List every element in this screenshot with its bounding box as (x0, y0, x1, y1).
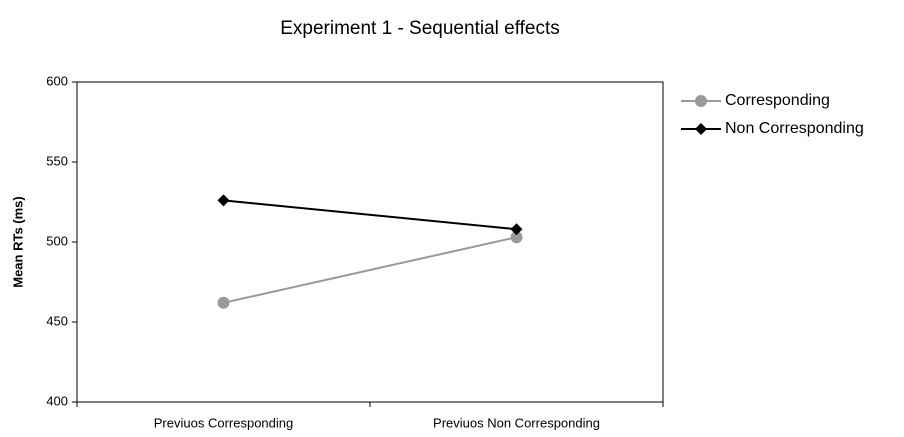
legend-marker (695, 123, 707, 135)
legend-marker (695, 95, 707, 107)
y-tick-label: 500 (46, 233, 68, 248)
data-point (217, 296, 230, 309)
series-line (223, 199, 517, 231)
plot-frame (76, 81, 664, 403)
series-line (223, 236, 517, 304)
y-tick-label: 600 (46, 73, 68, 88)
y-tick-label: 550 (46, 153, 68, 168)
legend-label: Corresponding (725, 92, 830, 109)
legend-label: Non Corresponding (725, 120, 864, 137)
y-axis-label: Mean RTs (ms) (10, 196, 25, 288)
data-point (510, 223, 523, 236)
data-point (217, 194, 230, 207)
x-tick-label: Previuos Non Corresponding (433, 415, 600, 430)
y-tick-label: 400 (46, 393, 68, 408)
x-tick-label: Previuos Corresponding (154, 415, 293, 430)
data-point (510, 231, 523, 244)
y-tick-label: 450 (46, 313, 68, 328)
chart-title: Experiment 1 - Sequential effects (280, 18, 560, 39)
